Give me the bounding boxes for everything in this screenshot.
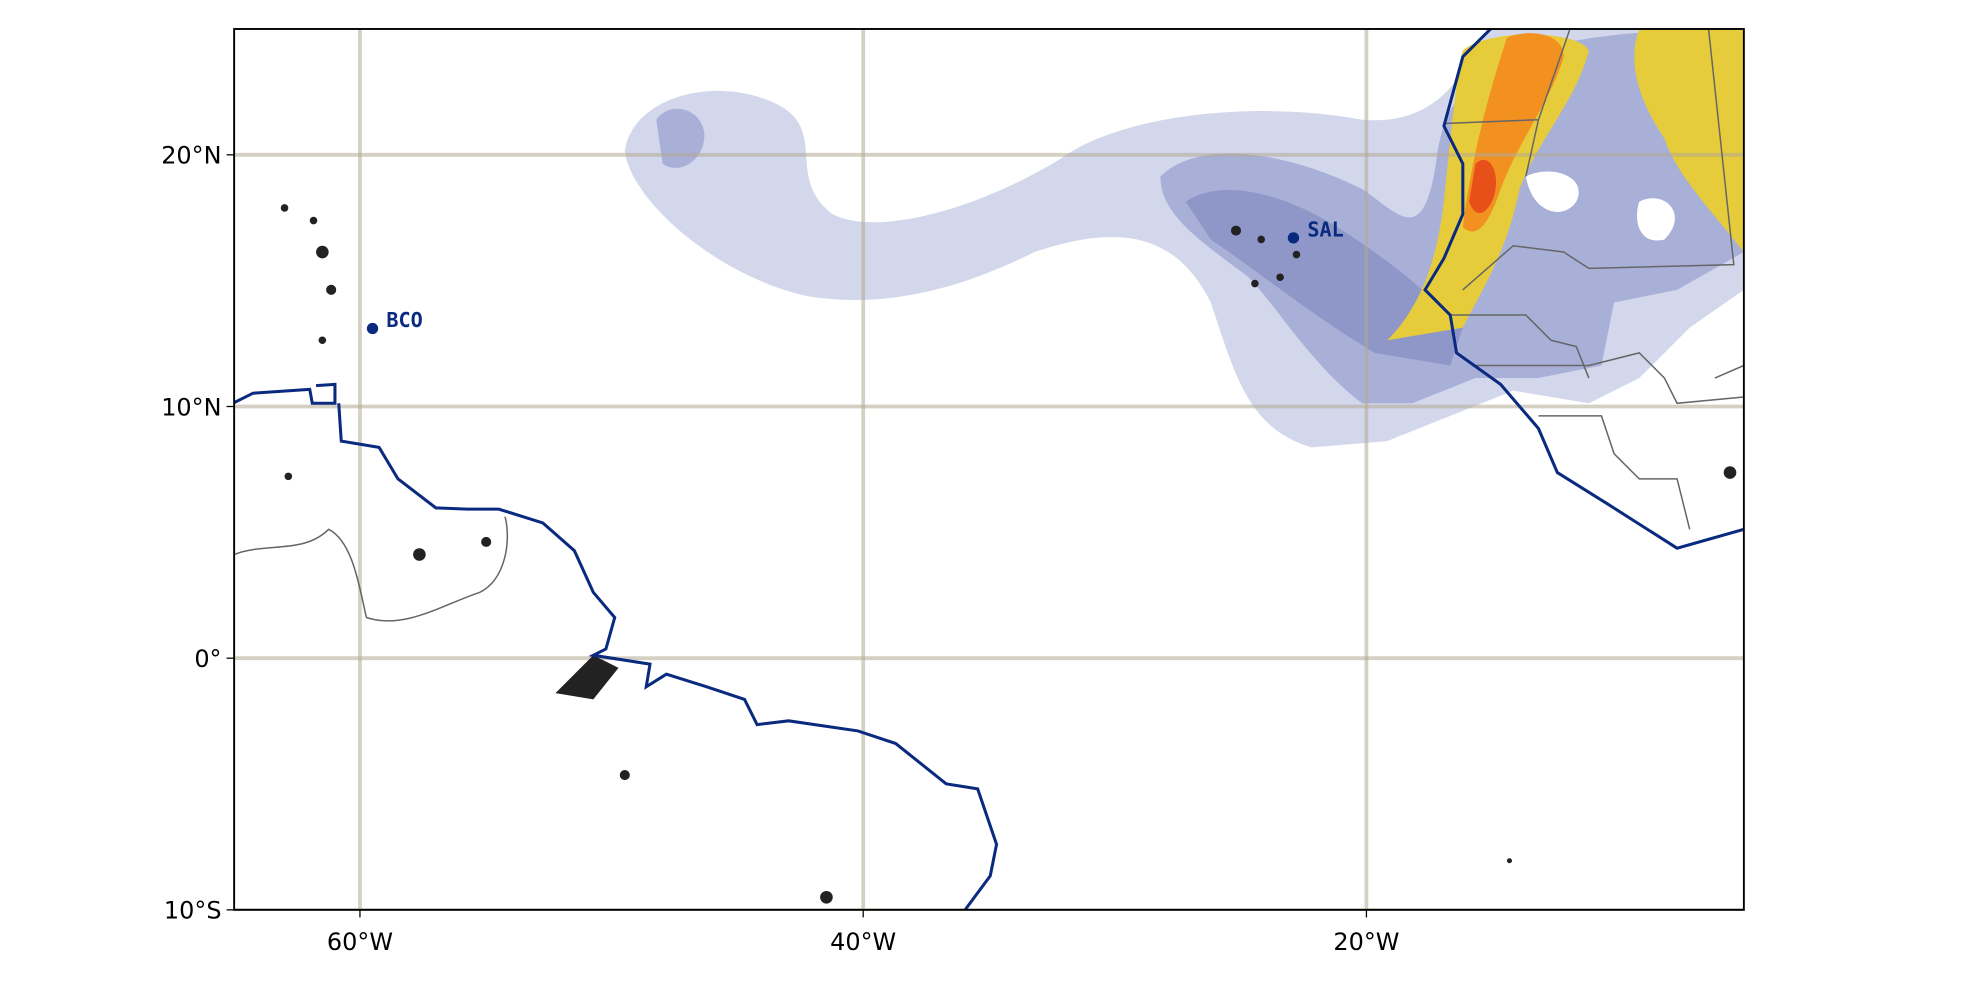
y-tick-label: 20°N (161, 142, 221, 170)
stations: BCO SAL (366, 218, 1344, 335)
station-marker (366, 322, 379, 335)
axes: 60°W 40°W 20°W 20°N 10°N 0° 10°S (161, 142, 1399, 957)
y-tick-label: 10°S (164, 897, 222, 925)
dust-dark (1185, 189, 1463, 366)
station-marker (1287, 232, 1300, 244)
dust-red (1469, 159, 1497, 214)
map-layer (234, 28, 1744, 910)
islands (280, 204, 1737, 904)
dust-gap (1525, 171, 1675, 241)
station-label: BCO (386, 308, 422, 332)
borders (234, 28, 1744, 622)
y-tick-label: 0° (194, 645, 221, 673)
x-tick-label: 60°W (327, 928, 393, 956)
graticule (234, 28, 1744, 910)
x-tick-label: 20°W (1333, 928, 1399, 956)
x-tick-label: 40°W (830, 928, 896, 956)
coastline (234, 28, 1744, 910)
y-tick-label: 10°N (161, 393, 221, 421)
station-label: SAL (1307, 218, 1343, 242)
plot-frame (233, 28, 1745, 911)
dust-yellow (1387, 28, 1744, 341)
